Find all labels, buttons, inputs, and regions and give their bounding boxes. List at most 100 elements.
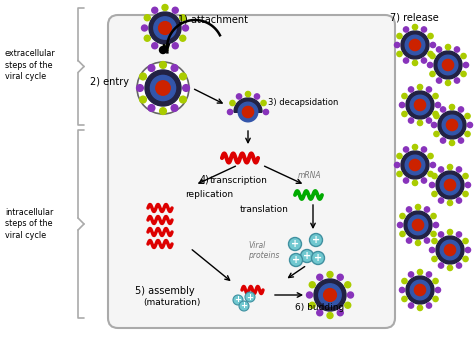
Circle shape [180,15,186,21]
Circle shape [245,292,255,302]
Text: transcription: transcription [210,176,268,185]
Circle shape [465,248,471,253]
Circle shape [264,109,269,115]
Circle shape [239,301,249,311]
Circle shape [152,7,158,13]
Circle shape [418,120,423,125]
Circle shape [159,47,166,53]
Circle shape [426,272,432,277]
Circle shape [461,53,466,59]
Circle shape [156,81,170,95]
Circle shape [404,211,432,239]
Circle shape [426,87,432,92]
Text: extracellular
steps of the
viral cycle: extracellular steps of the viral cycle [5,49,56,81]
Circle shape [402,278,407,284]
Circle shape [436,236,464,264]
Circle shape [162,4,168,11]
Circle shape [140,73,146,80]
Circle shape [148,105,155,111]
Circle shape [434,114,439,119]
Circle shape [463,191,468,197]
Text: 2) entry: 2) entry [90,77,129,87]
Circle shape [409,118,414,123]
Circle shape [431,231,436,237]
Circle shape [431,214,436,219]
Circle shape [180,73,186,80]
Circle shape [449,104,455,110]
Circle shape [324,289,337,301]
Circle shape [410,159,420,171]
Circle shape [463,173,468,178]
Circle shape [150,75,175,101]
Text: +: + [291,239,299,249]
Circle shape [255,94,260,99]
Circle shape [405,35,425,55]
Circle shape [400,231,405,237]
Circle shape [289,238,301,251]
Circle shape [412,24,418,30]
Circle shape [455,47,460,52]
Circle shape [424,207,429,212]
Circle shape [418,305,423,310]
Circle shape [408,215,428,235]
Circle shape [400,287,405,293]
Text: 4): 4) [200,175,210,185]
Circle shape [182,85,190,91]
Circle shape [317,274,323,280]
Circle shape [456,198,462,203]
Circle shape [402,111,407,117]
Circle shape [327,312,333,319]
Circle shape [433,222,438,227]
Text: translation: translation [240,205,289,214]
Text: (maturation): (maturation) [143,298,201,307]
Circle shape [428,171,433,176]
Text: 5) assembly: 5) assembly [135,286,195,296]
Circle shape [463,238,468,244]
Circle shape [432,173,437,178]
Circle shape [246,91,251,97]
Circle shape [414,99,426,110]
Circle shape [438,111,466,139]
Circle shape [148,65,155,71]
Circle shape [431,122,437,128]
Circle shape [410,39,420,51]
Text: 1) attachment: 1) attachment [178,14,248,24]
Circle shape [309,302,315,308]
Circle shape [238,102,258,122]
Circle shape [463,256,468,261]
Circle shape [426,118,432,123]
Circle shape [397,171,402,176]
Circle shape [412,219,424,231]
Circle shape [465,114,470,119]
Text: 3) decapsidation: 3) decapsidation [268,98,338,107]
Circle shape [144,15,150,21]
Text: +: + [303,251,311,261]
Circle shape [162,46,168,51]
Circle shape [456,167,462,172]
Circle shape [440,175,460,195]
Circle shape [228,109,233,115]
Circle shape [137,85,143,91]
Circle shape [442,59,454,71]
Circle shape [182,25,189,31]
Circle shape [436,171,464,199]
Circle shape [438,232,444,237]
Circle shape [433,94,438,99]
Circle shape [149,12,181,44]
Circle shape [456,232,462,237]
Circle shape [429,248,435,253]
Circle shape [314,279,346,311]
Text: +: + [246,292,254,302]
Circle shape [433,278,438,284]
Circle shape [440,138,446,143]
Circle shape [337,310,343,316]
Circle shape [317,310,323,316]
Circle shape [152,43,158,49]
Text: +: + [240,302,247,310]
Circle shape [447,200,453,206]
Circle shape [406,276,434,304]
Text: intracellular
steps of the
viral cycle: intracellular steps of the viral cycle [5,208,54,240]
Circle shape [309,282,315,288]
Circle shape [446,80,451,86]
Circle shape [424,238,429,243]
